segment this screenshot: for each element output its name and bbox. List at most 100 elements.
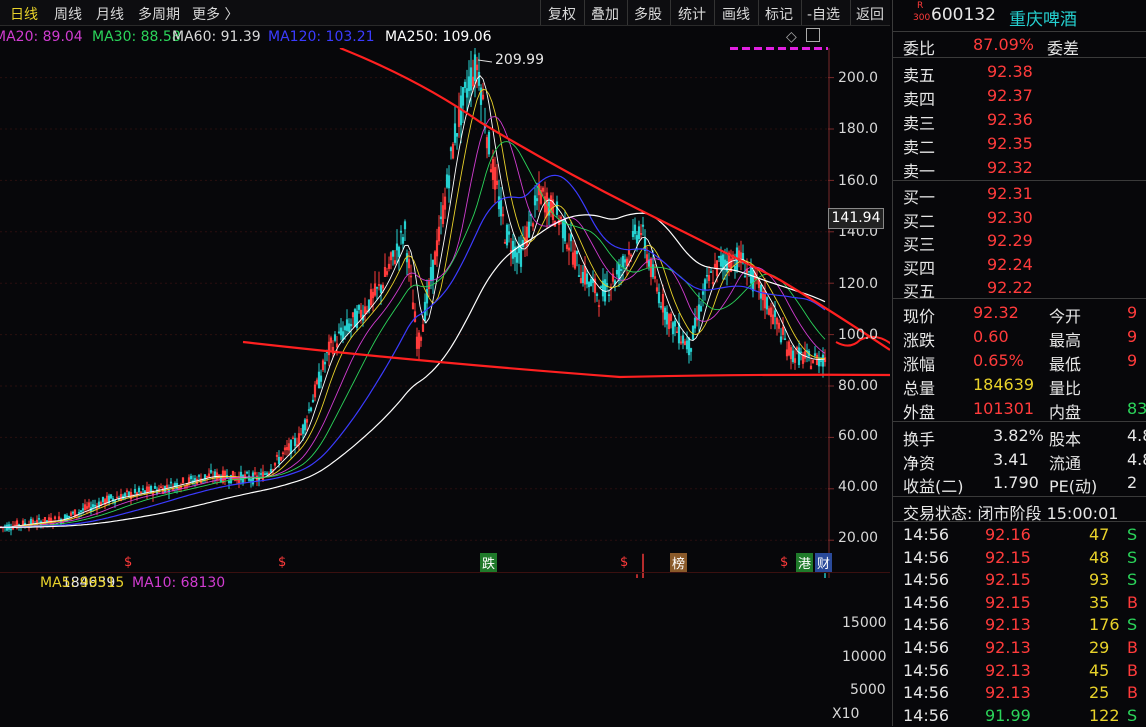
mark-button[interactable]: 标记 [765,7,793,23]
candle-body [413,311,417,322]
candle-body [441,205,445,224]
candle-body [393,260,397,264]
divider [758,0,759,25]
volume-legend: VOLUME: 184639 [0,575,116,591]
candle-body [495,180,499,185]
event-marker[interactable]: $ [124,555,133,570]
statistics-button[interactable]: 统计 [678,7,706,23]
weibi-label: 委比 [903,39,936,58]
tab-more[interactable]: 更多 〉 [192,7,239,23]
tab-multi-period[interactable]: 多周期 [138,7,180,23]
event-marker[interactable]: $ [620,555,629,570]
tick-row[interactable]: 14:56 91.99 122 S [893,704,1146,727]
candle-body [249,479,253,482]
event-marker[interactable]: $ [278,555,287,570]
stats-row[interactable]: 收益(二) 1.790 PE(动) 2 [893,471,1146,496]
divider [714,0,715,25]
candle-body [513,246,517,258]
candle-body [581,271,585,284]
draw-line-button[interactable]: 画线 [722,7,750,23]
sell-order-row[interactable]: 卖三 92.36 [893,108,1146,133]
divider [850,0,851,25]
quote-row[interactable]: 涨幅 0.65% 最低 9 [893,349,1146,374]
candle-body [621,255,625,268]
buy-order-row[interactable]: 买一 92.31 [893,182,1146,207]
candle-body [187,477,191,484]
candle-body [733,265,737,270]
candle-body [475,64,479,71]
candle-body [651,264,655,278]
stats-row[interactable]: 净资 3.41 流通 4.8 [893,448,1146,473]
tab-monthly[interactable]: 月线 [96,7,124,23]
tick-row[interactable]: 14:56 92.13 176 S [893,613,1146,636]
restore-rights-button[interactable]: 复权 [548,7,576,23]
candle-body [259,473,263,475]
multi-stock-button[interactable]: 多股 [634,7,662,23]
ma20-line [0,116,826,528]
event-marker[interactable]: 榜 [670,553,688,572]
quote-row[interactable]: 外盘 101301 内盘 83 [893,397,1146,422]
ma20-legend: MA20: 89.04 [0,29,83,45]
candle-body [79,510,83,513]
tick-price: 92.13 [985,683,1031,703]
tick-volume: 93 [1089,570,1110,590]
buy-order-row[interactable]: 买二 92.30 [893,206,1146,231]
candle-body [93,504,97,507]
quote-row[interactable]: 总量 184639 量比 [893,373,1146,398]
tick-row[interactable]: 14:56 92.13 29 B [893,636,1146,659]
buy-order-row[interactable]: 买三 92.29 [893,229,1146,254]
candle-body [501,213,505,217]
candle-body [83,504,87,511]
candle-body [389,252,393,261]
buy-order-row[interactable]: 买四 92.24 [893,253,1146,278]
event-marker[interactable]: 财 [815,553,833,572]
sell-order-row[interactable]: 卖一 92.32 [893,156,1146,181]
tab-daily[interactable]: 日线 [10,7,38,23]
candle-body [269,468,273,473]
sell-order-row[interactable]: 卖五 92.38 [893,60,1146,85]
candle-body [579,278,583,284]
tick-row[interactable]: 14:56 92.15 35 B [893,591,1146,614]
order-price: 92.32 [987,158,1033,177]
candle-body [333,334,337,341]
tick-row[interactable]: 14:56 92.15 48 S [893,546,1146,569]
candle-body [535,198,539,202]
buy-order-row[interactable]: 买五 92.22 [893,276,1146,301]
candle-body [327,341,331,356]
candle-body [473,54,477,81]
tick-row[interactable]: 14:56 92.16 47 S [893,523,1146,546]
panel-toggle-icon[interactable] [806,28,820,42]
candle-body [813,353,817,356]
candle-body [315,379,319,384]
sell-order-row[interactable]: 卖四 92.37 [893,84,1146,109]
quote-label: 最高 [1049,331,1082,350]
event-marker[interactable]: 跌 [480,553,498,572]
candlestick-chart[interactable] [0,48,890,578]
candle-body [531,223,535,227]
candle-body [783,338,787,340]
quote-row[interactable]: 涨跌 0.60 最高 9 [893,325,1146,350]
quote-row[interactable]: 现价 92.32 今开 9 [893,301,1146,326]
stat-value: 4.8 [1127,449,1146,469]
candle-body [335,343,339,348]
sell-order-row[interactable]: 卖二 92.35 [893,132,1146,157]
tab-weekly[interactable]: 周线 [54,7,82,23]
candle-body [253,472,257,475]
candle-body [537,183,541,196]
tick-time: 14:56 [903,705,950,725]
divider [627,0,628,25]
candle-body [681,335,685,344]
candle-body [769,307,773,318]
stats-row[interactable]: 换手 3.82% 股本 4.8 [893,424,1146,449]
diamond-icon[interactable]: ◇ [786,29,797,45]
overlay-button[interactable]: 叠加 [591,7,619,23]
event-marker[interactable]: 港 [796,553,814,572]
candle-body [765,297,769,310]
tick-row[interactable]: 14:56 92.13 45 B [893,659,1146,682]
tick-row[interactable]: 14:56 92.13 25 B [893,681,1146,704]
candle-body [637,226,641,240]
remove-watchlist-button[interactable]: -自选 [807,7,841,23]
tick-row[interactable]: 14:56 92.15 93 S [893,568,1146,591]
back-button[interactable]: 返回 [856,7,884,23]
event-marker[interactable]: $ [780,555,789,570]
